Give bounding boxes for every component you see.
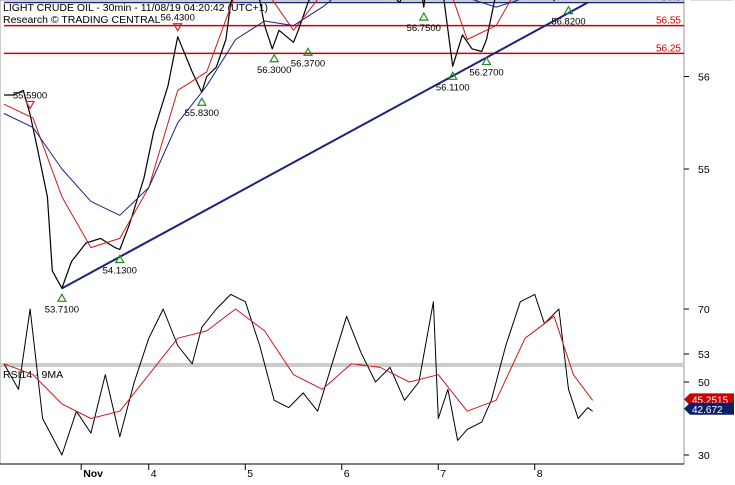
swing-low-label-6: 56.1100 [436,82,470,93]
x-tick-label-0: Nov [83,468,103,480]
swing-high-label-0: 55.5900 [13,90,47,101]
swing-low-label-5: 56.7500 [407,23,441,34]
x-tick-label-2: 5 [247,468,253,480]
swing-low-label-3: 56.3000 [257,65,291,76]
swing-low-label-1: 54.1300 [103,265,137,276]
chart-source: Research © TRADING CENTRAL [3,14,161,26]
level-label-support-1: 56.55 [656,16,681,27]
rsi-y-tick-label-2: 70 [698,304,710,316]
x-tick-label-3: 6 [344,468,350,480]
swing-low-label-4: 56.3700 [291,58,325,69]
level-label-support-2: 56.25 [656,43,681,54]
swing-high-label-1: 56.4300 [161,13,195,24]
price-y-tick-label-1: 55 [698,164,710,176]
price-y-tick-label-0: 53 [698,349,710,361]
level-label-pivot: 56.8 [662,0,682,4]
rsi-tag-text: 42.672 [692,405,723,416]
rsi-tag: 42.672 [684,403,734,416]
x-tick-label-5: 8 [537,468,543,480]
swing-low-label-2: 55.8300 [185,108,219,119]
rsi-y-tick-label-1: 50 [698,377,710,389]
swing-low-label-7: 56.2700 [469,68,503,79]
last-price-tag-text: 56.89 [692,0,717,1]
x-tick-label-1: 4 [151,468,157,480]
rsi-y-tick-label-0: 30 [698,450,710,462]
swing-low-label-8: 56.8200 [551,17,585,28]
price-y-tick-label-2: 56 [698,72,710,84]
swing-low-label-0: 53.7100 [45,304,79,315]
x-tick-label-4: 7 [440,468,446,480]
